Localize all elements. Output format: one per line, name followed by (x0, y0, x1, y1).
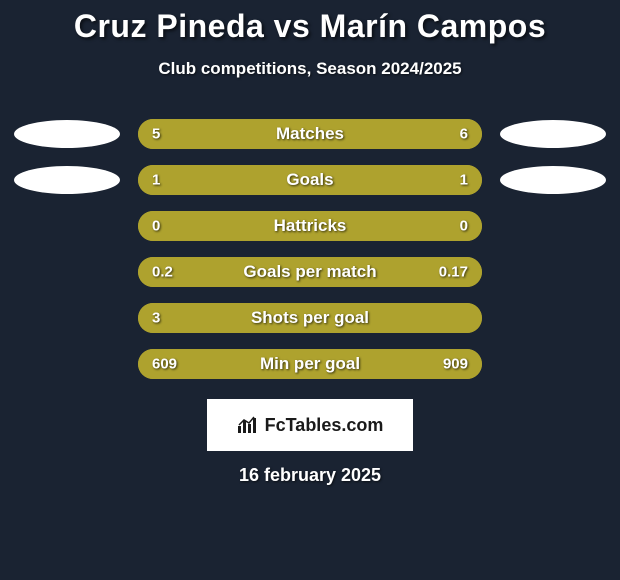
stat-value-left: 5 (152, 126, 160, 143)
stat-value-left: 1 (152, 172, 160, 189)
chart-bars-icon (237, 416, 259, 434)
stat-value-right: 6 (460, 126, 468, 143)
stat-bar: Min per goal 609 909 (138, 349, 482, 379)
player-right-marker (500, 166, 606, 194)
stat-row: Goals 1 1 (0, 165, 620, 195)
branding-label: FcTables.com (265, 415, 384, 436)
stat-label: Hattricks (274, 216, 347, 236)
stat-value-left: 0.2 (152, 264, 173, 281)
stat-value-right: 1 (460, 172, 468, 189)
stat-value-left: 3 (152, 310, 160, 327)
stat-bar: Matches 5 6 (138, 119, 482, 149)
spacer (14, 350, 120, 378)
stat-row: Shots per goal 3 (0, 303, 620, 333)
player-right-marker (500, 120, 606, 148)
stat-label: Min per goal (260, 354, 360, 374)
stat-label: Matches (276, 124, 344, 144)
bar-left-fill (138, 119, 293, 149)
stat-value-left: 0 (152, 218, 160, 235)
comparison-infographic: Cruz Pineda vs Marín Campos Club competi… (0, 0, 620, 486)
stat-bar: Shots per goal 3 (138, 303, 482, 333)
player-left-marker (14, 166, 120, 194)
stat-value-right: 0 (460, 218, 468, 235)
stat-label: Goals per match (243, 262, 376, 282)
branding-badge: FcTables.com (207, 399, 413, 451)
stat-bar: Goals per match 0.2 0.17 (138, 257, 482, 287)
stat-label: Goals (286, 170, 333, 190)
stat-label: Shots per goal (251, 308, 369, 328)
stat-bar: Goals 1 1 (138, 165, 482, 195)
stat-value-right: 0.17 (439, 264, 468, 281)
player-left-marker (14, 120, 120, 148)
spacer (500, 304, 606, 332)
page-title: Cruz Pineda vs Marín Campos (0, 8, 620, 45)
spacer (14, 258, 120, 286)
bar-right-fill (310, 165, 482, 195)
stat-value-right: 909 (443, 356, 468, 373)
stat-row: Hattricks 0 0 (0, 211, 620, 241)
stat-bar: Hattricks 0 0 (138, 211, 482, 241)
spacer (14, 304, 120, 332)
stat-row: Min per goal 609 909 (0, 349, 620, 379)
stat-row: Goals per match 0.2 0.17 (0, 257, 620, 287)
bar-left-fill (138, 165, 310, 195)
date-label: 16 february 2025 (0, 465, 620, 486)
spacer (14, 212, 120, 240)
spacer (500, 212, 606, 240)
subtitle: Club competitions, Season 2024/2025 (0, 59, 620, 79)
spacer (500, 350, 606, 378)
spacer (500, 258, 606, 286)
stats-rows: Matches 5 6 Goals 1 1 Hattricks 0 0 Goals per mat… (0, 119, 620, 379)
stat-value-left: 609 (152, 356, 177, 373)
stat-row: Matches 5 6 (0, 119, 620, 149)
